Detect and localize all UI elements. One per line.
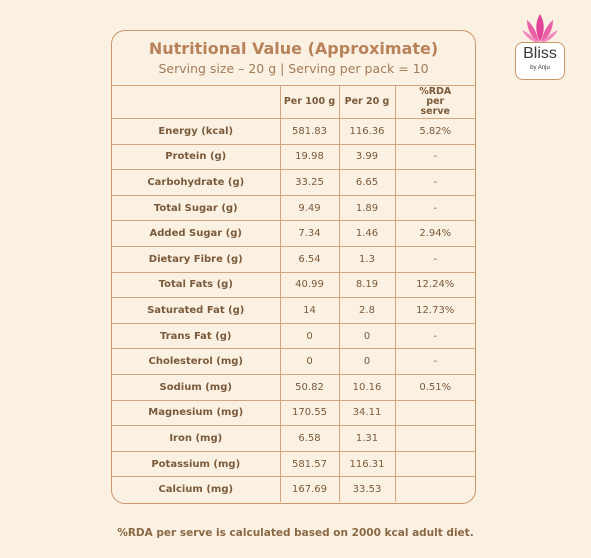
per-20g-value: 116.31 — [338, 450, 396, 478]
table-header-row: Per 100 g Per 20 g %RDA per serve — [112, 85, 475, 119]
table-row: Trans Fat (g) 0 0- — [112, 322, 475, 350]
rda-value — [394, 450, 475, 478]
nutrient-name: Protein (g) — [112, 143, 281, 171]
rda-value — [394, 425, 475, 452]
nutrient-name: Iron (mg) — [112, 425, 281, 452]
nutrient-name: Calcium (mg) — [112, 476, 281, 502]
table-row: Added Sugar (g) 7.34 1.46 2.94% — [112, 220, 475, 247]
per-100g-value: 40.99 — [279, 271, 340, 299]
header-per-20g: Per 20 g — [338, 85, 396, 119]
table-row: Energy (kcal) 581.83 116.36 5.82% — [112, 118, 475, 145]
per-20g-value: 0 — [338, 322, 396, 350]
rda-value: 12.73% — [394, 297, 475, 324]
per-100g-value: 19.98 — [279, 143, 340, 171]
nutrient-name: Dietary Fibre (g) — [112, 245, 281, 273]
rda-value: - — [394, 322, 475, 350]
nutrient-name: Potassium (mg) — [112, 450, 281, 478]
per-20g-value: 8.19 — [338, 271, 396, 299]
rda-footnote: %RDA per serve is calculated based on 20… — [117, 527, 474, 539]
nutrient-name: Total Fats (g) — [112, 271, 281, 299]
nutrient-name: Carbohydrate (g) — [112, 169, 281, 196]
table-row: Potassium (mg) 581.57 116.31 — [112, 450, 475, 478]
nutrient-name: Cholesterol (mg) — [112, 348, 281, 375]
table-row: Dietary Fibre (g) 6.54 1.3- — [112, 245, 475, 273]
table-row: Cholesterol (mg) 0 0- — [112, 348, 475, 375]
table-row: Iron (mg) 6.58 1.31 — [112, 425, 475, 452]
per-20g-value: 10.16 — [338, 373, 396, 401]
nutrition-panel: Nutritional Value (Approximate) Serving … — [111, 30, 476, 504]
rda-value: - — [394, 169, 475, 196]
per-20g-value: 1.46 — [338, 220, 396, 247]
serving-info: Serving size – 20 g | Serving per pack =… — [158, 61, 429, 76]
nutrient-name: Trans Fat (g) — [112, 322, 281, 350]
rda-value — [394, 476, 475, 502]
nutrient-name: Sodium (mg) — [112, 373, 281, 401]
nutrient-name: Added Sugar (g) — [112, 220, 281, 247]
rda-value: 12.24% — [394, 271, 475, 299]
nutrient-name: Energy (kcal) — [112, 118, 281, 145]
per-100g-value: 6.58 — [279, 425, 340, 452]
per-100g-value: 0 — [279, 322, 340, 350]
per-100g-value: 581.57 — [279, 450, 340, 478]
header-nutrient — [112, 85, 281, 119]
per-20g-value: 2.8 — [338, 297, 396, 324]
per-20g-value: 34.11 — [338, 399, 396, 427]
table-row: Calcium (mg) 167.69 33.53 — [112, 476, 475, 502]
per-20g-value: 3.99 — [338, 143, 396, 171]
table-row: Carbohydrate (g) 33.25 6.65- — [112, 169, 475, 196]
table-row: Saturated Fat (g) 14 2.8 12.73% — [112, 297, 475, 324]
header-rda: %RDA per serve — [394, 85, 475, 119]
nutrient-name: Total Sugar (g) — [112, 194, 281, 222]
rda-value: - — [394, 245, 475, 273]
per-20g-value: 116.36 — [338, 118, 396, 145]
brand-tagline: by Anju — [530, 65, 550, 71]
per-20g-value: 1.31 — [338, 425, 396, 452]
per-20g-value: 1.89 — [338, 194, 396, 222]
header-per-100g: Per 100 g — [279, 85, 340, 119]
bliss-logo: Bliss by Anju — [511, 12, 567, 80]
per-100g-value: 9.49 — [279, 194, 340, 222]
per-100g-value: 581.83 — [279, 118, 340, 145]
nutrition-table: Per 100 g Per 20 g %RDA per serve Energy… — [112, 85, 475, 502]
brand-name: Bliss — [523, 45, 557, 62]
rda-value — [394, 399, 475, 427]
rda-value: - — [394, 194, 475, 222]
per-100g-value: 33.25 — [279, 169, 340, 196]
per-20g-value: 0 — [338, 348, 396, 375]
per-20g-value: 1.3 — [338, 245, 396, 273]
table-row: Protein (g) 19.98 3.99- — [112, 143, 475, 171]
table-row: Total Sugar (g) 9.49 1.89- — [112, 194, 475, 222]
table-row: Sodium (mg) 50.82 10.16 0.51% — [112, 373, 475, 401]
lotus-icon — [522, 14, 558, 43]
per-100g-value: 6.54 — [279, 245, 340, 273]
nutrient-name: Magnesium (mg) — [112, 399, 281, 427]
rda-value: 0.51% — [394, 373, 475, 401]
rda-value: 5.82% — [394, 118, 475, 145]
table-row: Total Fats (g) 40.99 8.19 12.24% — [112, 271, 475, 299]
panel-title: Nutritional Value (Approximate) — [148, 39, 439, 58]
per-100g-value: 0 — [279, 348, 340, 375]
per-100g-value: 167.69 — [279, 476, 340, 502]
rda-value: - — [394, 143, 475, 171]
nutrient-name: Saturated Fat (g) — [112, 297, 281, 324]
per-20g-value: 33.53 — [338, 476, 396, 502]
per-100g-value: 7.34 — [279, 220, 340, 247]
rda-value: - — [394, 348, 475, 375]
per-100g-value: 14 — [279, 297, 340, 324]
table-row: Magnesium (mg) 170.55 34.11 — [112, 399, 475, 427]
per-20g-value: 6.65 — [338, 169, 396, 196]
per-100g-value: 170.55 — [279, 399, 340, 427]
rda-value: 2.94% — [394, 220, 475, 247]
per-100g-value: 50.82 — [279, 373, 340, 401]
logo-badge: Bliss by Anju — [515, 42, 565, 80]
